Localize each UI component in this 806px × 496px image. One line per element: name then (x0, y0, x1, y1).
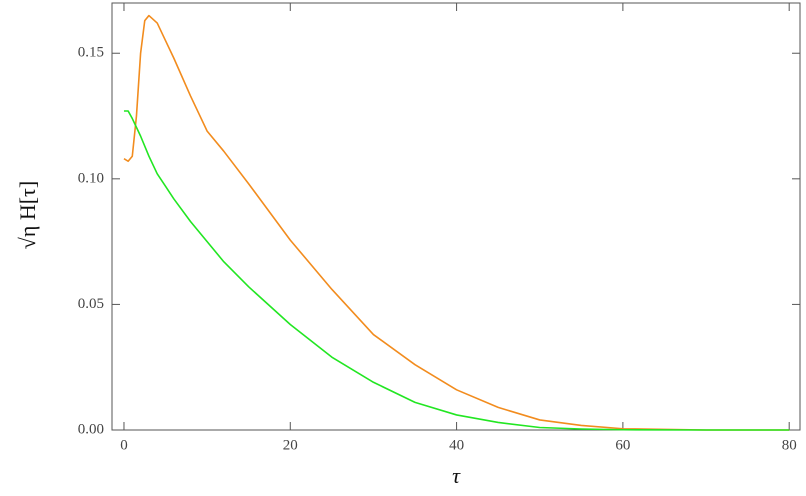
plot-frame (111, 2, 801, 431)
y-tick-label: 0.00 (78, 421, 104, 437)
x-tick-label: 40 (449, 437, 464, 453)
series-line (123, 14, 790, 431)
series-line (123, 110, 790, 431)
x-tick-label: 20 (283, 437, 298, 453)
x-tick-label: 60 (615, 437, 630, 453)
x-tick-label: 80 (782, 437, 797, 453)
x-tick-label: 0 (120, 437, 128, 453)
y-tick-label: 0.05 (78, 296, 104, 312)
y-tick-label: 0.10 (78, 170, 104, 186)
y-tick-label: 0.15 (78, 45, 104, 61)
y-axis-title: √η H[τ] (15, 181, 40, 249)
x-axis-title: τ (452, 463, 461, 488)
